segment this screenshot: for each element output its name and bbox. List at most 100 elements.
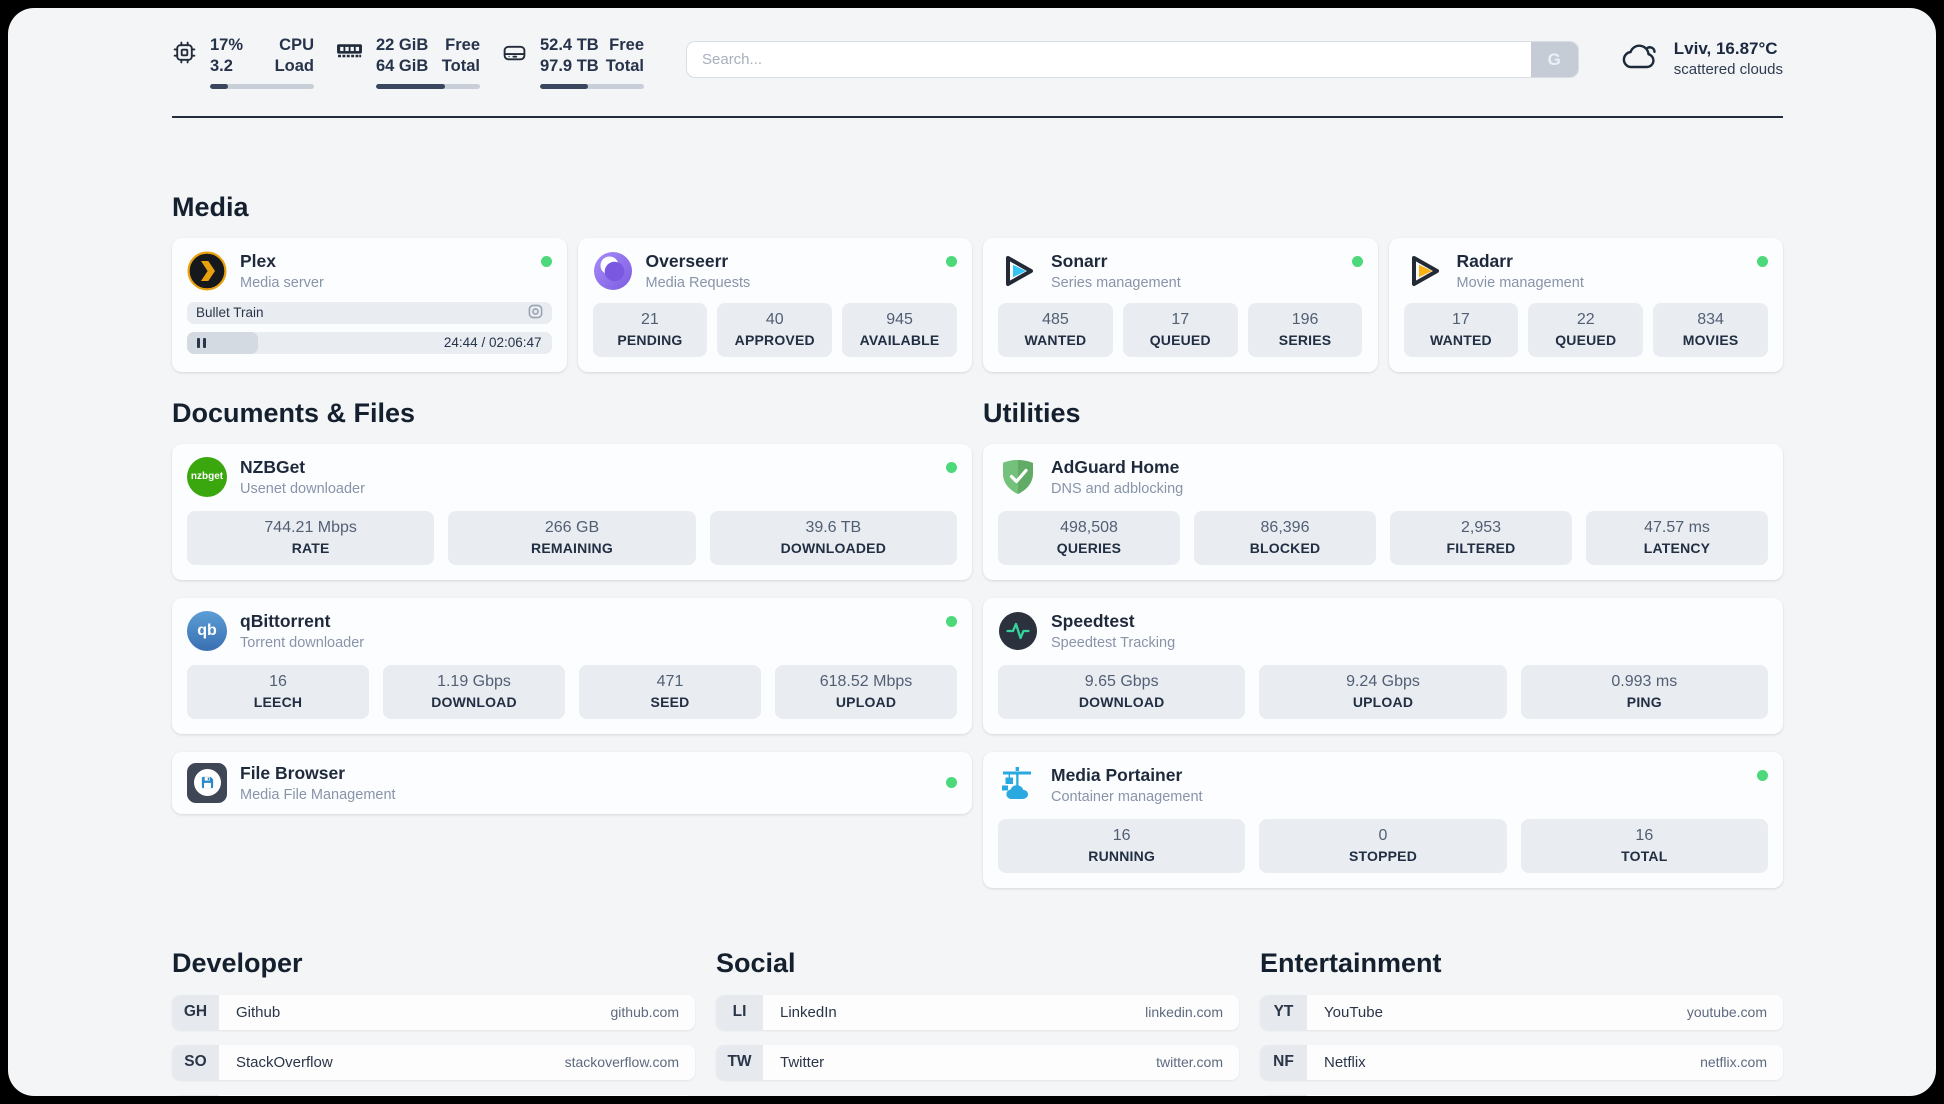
overseerr-card[interactable]: Overseerr Media Requests 21 PENDING 40 APP… [577, 237, 972, 372]
stat-wanted: 485 WANTED [998, 302, 1113, 357]
app-desc: Series management [1051, 274, 1181, 291]
topbar-divider [172, 115, 1783, 118]
stat-movies: 834 MOVIES [1653, 302, 1768, 357]
link-badge: RE [1260, 1094, 1307, 1096]
search-input[interactable] [686, 41, 1579, 78]
playback-progress-row: 24:44 / 02:06:47 [187, 331, 552, 354]
app-desc: Media File Management [240, 786, 396, 803]
cpu-value: 17% [210, 36, 244, 54]
adguard-card[interactable]: AdGuard Home DNS and adblocking 498,508 Q… [983, 443, 1783, 580]
app-name: Media Portainer [1051, 764, 1183, 785]
cpu-icon [172, 35, 197, 70]
stat-filtered: 2,953 FILTERED [1390, 510, 1572, 565]
section-heading-utilities: Utilities [983, 397, 1081, 428]
cpu-label: CPU [279, 36, 314, 54]
media-grid: Plex Media server Bullet Train 24:44 / 0… [172, 237, 1783, 372]
section-heading-developer: Developer [172, 947, 303, 978]
section-heading-documents: Documents & Files [172, 397, 416, 428]
stat-download: 1.19 Gbps DOWNLOAD [383, 664, 565, 719]
stat-available: 945 AVAILABLE [842, 302, 957, 357]
nzbget-card[interactable]: nzbget NZBGet Usenet downloader 744.21 M… [172, 443, 972, 580]
memory-total-label: Total [441, 57, 480, 76]
now-playing-title: Bullet Train [196, 305, 264, 321]
plex-card[interactable]: Plex Media server Bullet Train 24:44 / 0… [172, 237, 567, 372]
memory-progress-bar [376, 83, 480, 89]
status-online-dot [946, 776, 957, 788]
app-name: Overseerr [645, 250, 729, 271]
qbittorrent-card[interactable]: qb qBittorrent Torrent downloader 16 LEEC… [172, 597, 972, 734]
link-stackoverflow[interactable]: SO StackOverflow stackoverflow.com [172, 1044, 695, 1080]
stat-series: 196 SERIES [1247, 302, 1363, 357]
link-badge: NF [1260, 1044, 1307, 1080]
stat-wanted: 17 WANTED [1403, 302, 1519, 357]
section-heading-social: Social [716, 947, 796, 978]
portainer-icon [998, 765, 1038, 805]
app-name: File Browser [240, 762, 346, 783]
filebrowser-card[interactable]: File Browser Media File Management [172, 751, 972, 814]
radarr-card[interactable]: Radarr Movie management 17 WANTED 22 QUEUE… [1388, 237, 1783, 372]
disk-stat: 52.4 TB Free 97.9 TB Total [502, 35, 644, 89]
cloud-icon [1619, 39, 1661, 78]
status-online-dot [1757, 255, 1768, 267]
link-youtube[interactable]: YT YouTube youtube.com [1260, 994, 1783, 1030]
link-badge: GH [172, 994, 219, 1030]
status-online-dot [946, 615, 957, 627]
stat-stopped: 0 STOPPED [1259, 818, 1507, 873]
memory-free-label: Free [445, 36, 480, 54]
link-linkedin[interactable]: LI LinkedIn linkedin.com [716, 994, 1239, 1030]
app-name: Plex [240, 250, 276, 271]
app-desc: Torrent downloader [240, 634, 365, 651]
sonarr-card[interactable]: Sonarr Series management 485 WANTED 17 QUE… [983, 237, 1378, 372]
app-desc: Container management [1051, 788, 1203, 805]
cpu-stat: 17% CPU 3.2 Load [172, 35, 314, 89]
memory-total-value: 64 GiB [376, 57, 429, 76]
disk-progress-bar [540, 83, 644, 89]
stat-download: 9.65 Gbps DOWNLOAD [998, 664, 1246, 719]
portainer-card[interactable]: Media Portainer Container management 16 R… [983, 751, 1783, 888]
link-badge: TW [716, 1044, 763, 1080]
playback-progress-fill [187, 331, 259, 354]
adguard-icon [998, 457, 1038, 497]
search-bar: G [686, 41, 1579, 78]
link-dev[interactable]: DT DEV dev.to [172, 1094, 695, 1096]
stat-remaining: 266 GB REMAINING [448, 510, 696, 565]
app-desc: Speedtest Tracking [1051, 634, 1176, 651]
status-online-dot [946, 255, 957, 267]
sonarr-icon [998, 251, 1038, 291]
app-name: Speedtest [1051, 610, 1135, 631]
app-desc: DNS and adblocking [1051, 480, 1184, 497]
stat-approved: 40 APPROVED [717, 302, 833, 357]
disk-free-label: Free [609, 36, 644, 54]
app-name: AdGuard Home [1051, 456, 1180, 477]
memory-stat: 22 GiB Free 64 GiB Total [336, 35, 480, 89]
session-icon [528, 304, 543, 322]
status-online-dot [946, 461, 957, 473]
app-desc: Movie management [1456, 274, 1584, 291]
speedtest-card[interactable]: Speedtest Speedtest Tracking 9.65 Gbps DO… [983, 597, 1783, 734]
link-netflix[interactable]: NF Netflix netflix.com [1260, 1044, 1783, 1080]
stat-queued: 22 QUEUED [1528, 302, 1644, 357]
link-github[interactable]: GH Github github.com [172, 994, 695, 1030]
weather-location-temp: Lviv, 16.87°C [1673, 39, 1778, 58]
stat-downloaded: 39.6 TB DOWNLOADED [709, 510, 957, 565]
disk-total-label: Total [605, 57, 644, 76]
system-stats: 17% CPU 3.2 Load 22 GiB Free 64 GiB Total [172, 35, 644, 89]
stat-rate: 744.21 Mbps RATE [187, 510, 435, 565]
link-reddit[interactable]: RE Reddit reddit.com [1260, 1094, 1783, 1096]
cpu-load-label: Load [274, 57, 314, 76]
pause-icon [197, 337, 206, 348]
app-name: Sonarr [1051, 250, 1108, 271]
app-name: Radarr [1456, 250, 1513, 271]
section-heading-entertainment: Entertainment [1260, 947, 1442, 978]
filebrowser-icon [187, 762, 227, 803]
search-engine-button[interactable]: G [1530, 42, 1578, 77]
nzbget-icon: nzbget [187, 456, 227, 497]
app-name: NZBGet [240, 456, 306, 477]
stat-queries: 498,508 QUERIES [998, 510, 1180, 565]
cpu-load-value: 3.2 [210, 57, 233, 76]
status-online-dot [1757, 769, 1768, 781]
link-twitter[interactable]: TW Twitter twitter.com [716, 1044, 1239, 1080]
disk-free-value: 52.4 TB [540, 36, 599, 54]
qbittorrent-icon: qb [187, 610, 227, 651]
cpu-progress-bar [210, 83, 314, 89]
